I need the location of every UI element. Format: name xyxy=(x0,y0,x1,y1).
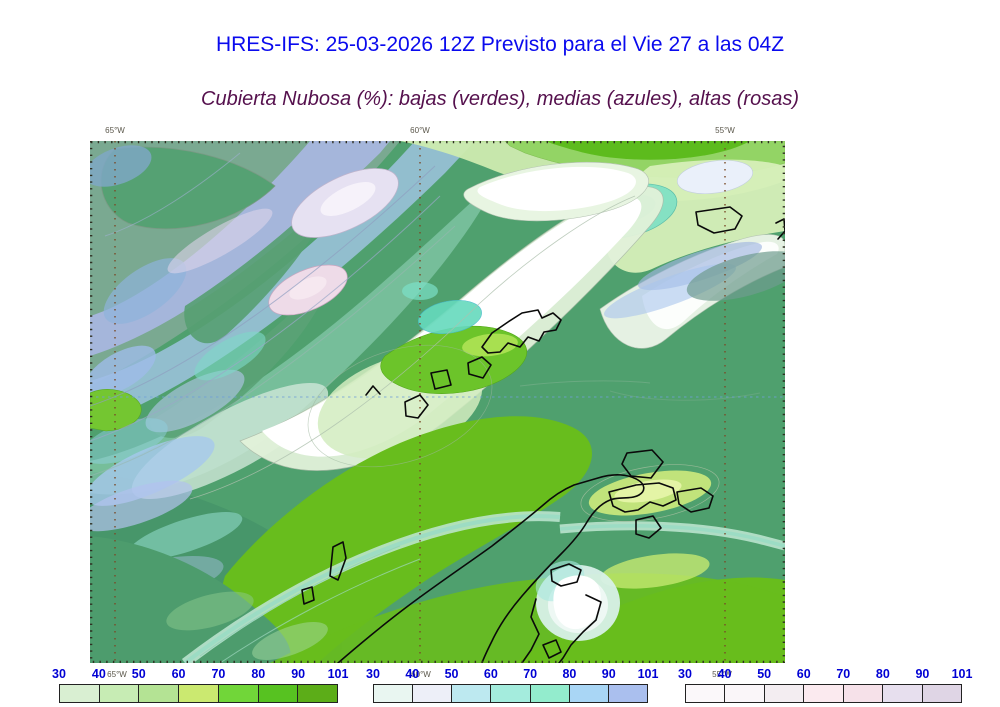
legend-segment xyxy=(374,685,414,702)
legend-segment xyxy=(686,685,726,702)
legend-segment xyxy=(608,685,647,702)
legend-segment xyxy=(843,685,884,702)
legend-tick-label: 101 xyxy=(327,667,349,681)
legend-tick-label: 40 xyxy=(405,667,420,681)
legend-tick-label: 80 xyxy=(875,667,890,681)
axis-label-65w-bottom: 65°W xyxy=(107,670,127,679)
legend-tick-label: 30 xyxy=(52,667,66,681)
legend-tick-label: 101 xyxy=(637,667,659,681)
legend-tick-label: 40 xyxy=(91,667,106,681)
legend-segment xyxy=(804,685,844,702)
legend-tick-label: 50 xyxy=(444,667,459,681)
legend-tick-label: 50 xyxy=(757,667,772,681)
axis-label-55w-top: 55°W xyxy=(715,126,735,135)
legend-tick-row: 30 40 50 60 70 80 90 101 xyxy=(52,667,348,682)
legend-tick-label: 70 xyxy=(836,667,851,681)
legend-segment xyxy=(725,685,765,702)
legend-tick-label: 80 xyxy=(562,667,577,681)
legend-segment xyxy=(530,685,570,702)
legend-segment xyxy=(883,685,923,702)
legend-segment xyxy=(922,685,961,702)
legend-tick-row: 30 40 50 60 70 80 90 101 xyxy=(678,667,972,682)
legend-segment xyxy=(452,685,492,702)
legend-tick-label: 30 xyxy=(366,667,380,681)
bottom-bright-green-region xyxy=(90,416,785,663)
legend-tick-label: 70 xyxy=(523,667,538,681)
cloud-cover-map xyxy=(90,141,785,663)
legend-segment xyxy=(764,685,805,702)
legend-colorbar xyxy=(373,684,648,703)
legend-segment xyxy=(258,685,299,702)
legend-tick-label: 60 xyxy=(796,667,811,681)
legend-colorbar xyxy=(59,684,338,703)
graticule xyxy=(90,141,785,663)
axis-label-55w-bottom: 55°W xyxy=(712,670,732,679)
legend-low-clouds-green: 30 40 50 60 70 80 90 101 xyxy=(52,667,348,703)
forecast-subtitle: Cubierta Nubosa (%): bajas (verdes), med… xyxy=(201,88,799,110)
right-pale-swath xyxy=(599,234,785,349)
legend-tick-label: 60 xyxy=(483,667,498,681)
legend-segment xyxy=(139,685,180,702)
coastlines xyxy=(301,206,785,663)
map-canvas xyxy=(90,141,785,663)
contour-lines xyxy=(90,152,761,663)
legend-tick-label: 90 xyxy=(915,667,930,681)
legend-segment xyxy=(218,685,259,702)
legend-segment xyxy=(60,685,100,702)
legend-segment xyxy=(413,685,453,702)
legend-tick-label: 40 xyxy=(717,667,732,681)
forecast-title: HRES-IFS: 25-03-2026 12Z Previsto para e… xyxy=(215,33,785,56)
legend-segment xyxy=(99,685,140,702)
high-cloud-pink-patches xyxy=(268,168,399,316)
legend-tick-label: 60 xyxy=(171,667,186,681)
legend-segment xyxy=(179,685,219,702)
legend-tick-label: 30 xyxy=(678,667,692,681)
legend-tick-label: 90 xyxy=(601,667,616,681)
axis-label-65w-top: 65°W xyxy=(105,126,125,135)
legend-tick-label: 101 xyxy=(951,667,973,681)
axis-label-60w-top: 60°W xyxy=(410,126,430,135)
legend-segment xyxy=(569,685,609,702)
legend-tick-label: 80 xyxy=(251,667,266,681)
legend-high-clouds-pink: 30 40 50 60 70 80 90 101 xyxy=(678,667,972,703)
legend-tick-row: 30 40 50 60 70 80 90 101 xyxy=(366,667,658,682)
legend-colorbar xyxy=(685,684,962,703)
legend-tick-label: 50 xyxy=(131,667,146,681)
legend-segment xyxy=(491,685,531,702)
legend-segment xyxy=(298,685,338,702)
legend-mid-clouds-blue: 30 40 50 60 70 80 90 101 xyxy=(366,667,658,703)
legend-tick-label: 90 xyxy=(291,667,306,681)
legend-tick-label: 70 xyxy=(211,667,226,681)
axis-label-60w-bottom: 60°W xyxy=(411,670,431,679)
